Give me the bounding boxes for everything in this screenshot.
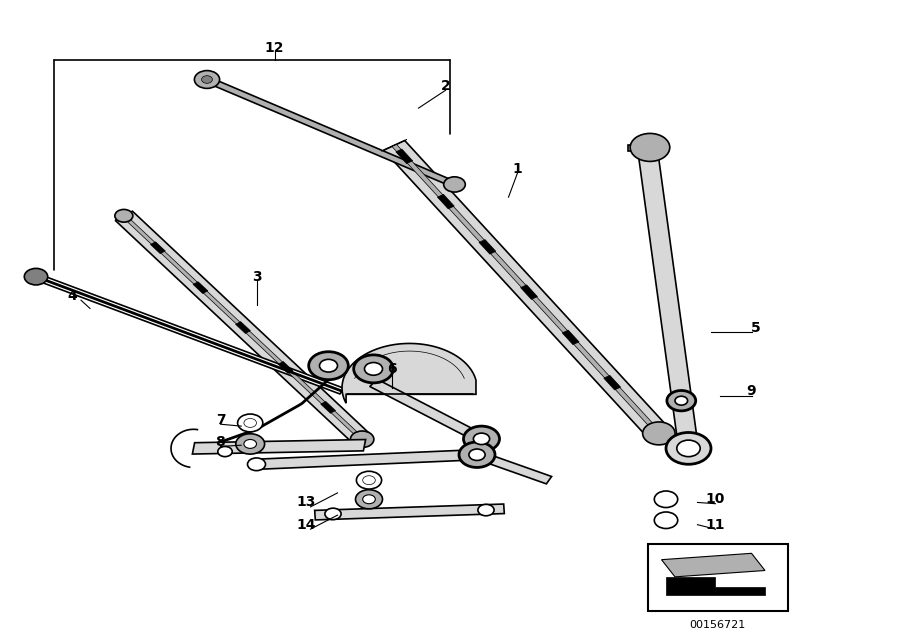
Polygon shape <box>236 322 250 333</box>
Circle shape <box>464 426 500 452</box>
Text: 14: 14 <box>296 518 316 532</box>
Polygon shape <box>628 145 668 151</box>
Text: 1: 1 <box>513 162 522 176</box>
Circle shape <box>325 508 341 520</box>
Polygon shape <box>194 282 208 294</box>
Text: 7: 7 <box>216 413 225 427</box>
Text: 3: 3 <box>252 270 261 284</box>
Circle shape <box>194 71 220 88</box>
Polygon shape <box>479 240 496 254</box>
Polygon shape <box>383 141 670 438</box>
Polygon shape <box>382 139 407 151</box>
Polygon shape <box>562 330 579 345</box>
Circle shape <box>675 396 688 405</box>
Circle shape <box>459 442 495 467</box>
Circle shape <box>350 431 374 448</box>
Circle shape <box>469 449 485 460</box>
Circle shape <box>356 490 382 509</box>
Polygon shape <box>666 577 765 595</box>
Polygon shape <box>193 439 365 454</box>
Circle shape <box>248 458 266 471</box>
Circle shape <box>238 414 263 432</box>
Circle shape <box>309 352 348 380</box>
Text: 00156721: 00156721 <box>689 619 746 630</box>
Polygon shape <box>315 504 504 520</box>
Circle shape <box>363 495 375 504</box>
Polygon shape <box>122 215 364 440</box>
Circle shape <box>444 177 465 192</box>
Polygon shape <box>520 285 537 300</box>
Circle shape <box>677 440 700 457</box>
Circle shape <box>24 268 48 285</box>
Circle shape <box>364 363 382 375</box>
Text: 12: 12 <box>265 41 284 55</box>
Circle shape <box>654 512 678 529</box>
Circle shape <box>667 391 696 411</box>
Circle shape <box>478 504 494 516</box>
Text: 9: 9 <box>747 384 756 398</box>
Circle shape <box>630 134 670 162</box>
Polygon shape <box>205 77 456 187</box>
Circle shape <box>643 422 675 445</box>
Circle shape <box>236 434 265 454</box>
Polygon shape <box>396 149 412 163</box>
Polygon shape <box>638 152 698 449</box>
Circle shape <box>654 491 678 508</box>
Circle shape <box>218 446 232 457</box>
Circle shape <box>244 439 256 448</box>
Text: 8: 8 <box>216 435 225 449</box>
Text: 2: 2 <box>441 79 450 93</box>
Text: 11: 11 <box>706 518 725 532</box>
Polygon shape <box>34 274 344 394</box>
Polygon shape <box>370 379 485 443</box>
Circle shape <box>354 355 393 383</box>
Circle shape <box>666 432 711 464</box>
Text: 13: 13 <box>296 495 316 509</box>
Text: 10: 10 <box>706 492 725 506</box>
Polygon shape <box>150 242 166 254</box>
Bar <box>648 544 788 611</box>
Polygon shape <box>278 361 293 373</box>
Circle shape <box>320 359 338 372</box>
Polygon shape <box>474 451 552 484</box>
Polygon shape <box>256 450 477 469</box>
Polygon shape <box>604 375 621 390</box>
Polygon shape <box>392 144 662 434</box>
Polygon shape <box>662 553 765 577</box>
Polygon shape <box>437 195 454 209</box>
Circle shape <box>356 471 382 489</box>
Text: 6: 6 <box>387 362 396 376</box>
Circle shape <box>115 209 133 222</box>
Text: 5: 5 <box>752 321 760 335</box>
Polygon shape <box>115 211 371 444</box>
Polygon shape <box>342 343 476 403</box>
Polygon shape <box>320 401 336 413</box>
Circle shape <box>244 418 256 427</box>
Circle shape <box>473 433 490 445</box>
Text: 4: 4 <box>68 289 76 303</box>
Circle shape <box>202 76 212 83</box>
Circle shape <box>363 476 375 485</box>
